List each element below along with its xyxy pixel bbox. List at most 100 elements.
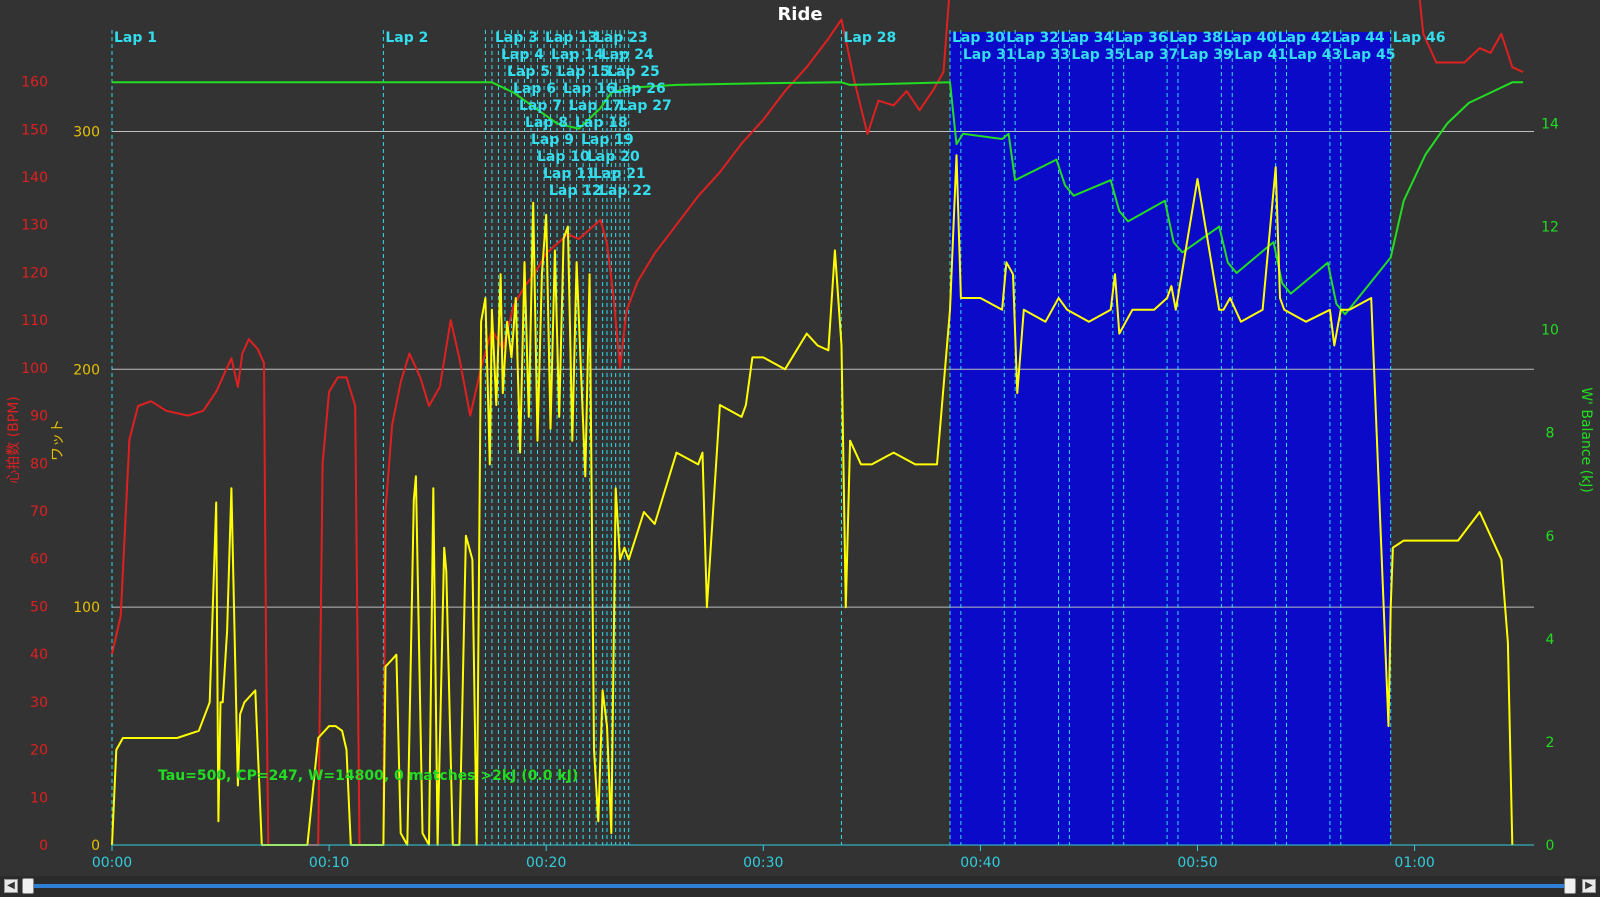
lap-label: Lap 25 bbox=[607, 64, 660, 80]
lap-label: Lap 36 bbox=[1115, 30, 1168, 46]
lap-label: Lap 39 bbox=[1180, 47, 1233, 63]
hr-tick-label: 160 bbox=[21, 75, 48, 91]
lap-label: Lap 43 bbox=[1289, 47, 1342, 63]
lap-label: Lap 7 bbox=[519, 98, 562, 114]
x-tick-label: 00:10 bbox=[309, 855, 349, 871]
lap-label: Lap 23 bbox=[595, 30, 648, 46]
hr-tick-label: 140 bbox=[21, 170, 48, 186]
power-tick-label: 100 bbox=[73, 600, 100, 616]
wbal-axis-label: W' Balance (kJ) bbox=[1578, 387, 1594, 493]
lap-label: Lap 22 bbox=[599, 183, 652, 199]
lap-label: Lap 14 bbox=[551, 47, 604, 63]
lap-label: Lap 34 bbox=[1061, 30, 1114, 46]
lap-label: Lap 44 bbox=[1332, 30, 1385, 46]
scroll-track[interactable] bbox=[28, 884, 1572, 888]
axes: 00:00 00:10 00:20 00:30 00:40 00:50 01:0001020… bbox=[21, 75, 1559, 871]
lap-label: Lap 1 bbox=[114, 30, 157, 46]
lap-label: Lap 8 bbox=[525, 115, 568, 131]
wbal-tick-label: 8 bbox=[1546, 426, 1555, 442]
series-line-power bbox=[111, 154, 1514, 846]
lap-label: Lap 19 bbox=[581, 132, 634, 148]
hr-axis-label: 心拍数 (BPM) bbox=[6, 396, 22, 484]
lap-label: Lap 45 bbox=[1343, 47, 1396, 63]
lap-label: Lap 37 bbox=[1126, 47, 1179, 63]
lap-label: Lap 30 bbox=[952, 30, 1005, 46]
lap-label: Lap 33 bbox=[1017, 47, 1070, 63]
lap-label: Lap 41 bbox=[1234, 47, 1287, 63]
power-tick-label: 0 bbox=[91, 838, 100, 854]
wbal-tick-label: 14 bbox=[1541, 117, 1559, 133]
lap-label: Lap 18 bbox=[575, 115, 628, 131]
lap-label: Lap 13 bbox=[545, 30, 598, 46]
x-tick-label: 00:30 bbox=[743, 855, 783, 871]
hr-tick-label: 40 bbox=[30, 647, 48, 663]
lap-label: Lap 38 bbox=[1169, 30, 1222, 46]
time-scrollbar[interactable]: ◀ ▶ bbox=[0, 876, 1600, 897]
hr-tick-label: 110 bbox=[21, 313, 48, 329]
hr-tick-label: 0 bbox=[39, 838, 48, 854]
hr-tick-label: 20 bbox=[30, 743, 48, 759]
lap-label: Lap 42 bbox=[1278, 30, 1331, 46]
series-lines bbox=[111, 0, 1524, 846]
chart-title: Ride bbox=[777, 4, 822, 25]
lap-label: Lap 24 bbox=[601, 47, 654, 63]
lap-label: Lap 9 bbox=[531, 132, 574, 148]
selected-interval-highlight[interactable] bbox=[950, 32, 1391, 845]
series-line-hr bbox=[111, 0, 1524, 846]
x-tick-label: 00:20 bbox=[526, 855, 566, 871]
wbal-tick-label: 10 bbox=[1541, 323, 1559, 339]
lap-label: Lap 20 bbox=[587, 149, 640, 165]
wbal-tick-label: 0 bbox=[1546, 838, 1555, 854]
lap-label: Lap 12 bbox=[549, 183, 602, 199]
hr-tick-label: 30 bbox=[30, 695, 48, 711]
x-tick-label: 00:40 bbox=[960, 855, 1000, 871]
lap-label: Lap 6 bbox=[513, 81, 556, 97]
wbal-annotation: Tau=500, CP=247, W=14800, 0 matches >2kJ… bbox=[158, 768, 578, 784]
hr-tick-label: 130 bbox=[21, 218, 48, 234]
lap-label: Lap 10 bbox=[537, 149, 590, 165]
lap-label: Lap 21 bbox=[593, 166, 646, 182]
lap-label: Lap 16 bbox=[563, 81, 616, 97]
hr-tick-label: 70 bbox=[30, 504, 48, 520]
grid-lines bbox=[112, 130, 1534, 608]
lap-label: Lap 27 bbox=[619, 98, 672, 114]
hr-tick-label: 10 bbox=[30, 790, 48, 806]
hr-tick-label: 50 bbox=[30, 599, 48, 615]
scroll-left-button[interactable]: ◀ bbox=[4, 879, 18, 893]
lap-label: Lap 11 bbox=[543, 166, 596, 182]
x-tick-label: 00:00 bbox=[92, 855, 132, 871]
hr-tick-label: 60 bbox=[30, 552, 48, 568]
lap-label: Lap 17 bbox=[569, 98, 622, 114]
power-tick-label: 200 bbox=[73, 362, 100, 378]
hr-tick-label: 80 bbox=[30, 456, 48, 472]
lap-label: Lap 15 bbox=[557, 64, 610, 80]
interval-highlight-rect[interactable] bbox=[950, 32, 1391, 845]
scroll-right-button[interactable]: ▶ bbox=[1582, 879, 1596, 893]
lap-lines bbox=[111, 30, 1392, 845]
lap-label: Lap 40 bbox=[1223, 30, 1276, 46]
wbal-tick-label: 4 bbox=[1546, 632, 1555, 648]
scroll-end-handle[interactable] bbox=[1564, 878, 1576, 894]
lap-label: Lap 35 bbox=[1071, 47, 1124, 63]
wbal-tick-label: 12 bbox=[1541, 220, 1559, 236]
hr-tick-label: 120 bbox=[21, 265, 48, 281]
scroll-start-handle[interactable] bbox=[22, 878, 34, 894]
series-line-wbal bbox=[112, 81, 1524, 316]
lap-label: Lap 26 bbox=[613, 81, 666, 97]
lap-label: Lap 28 bbox=[843, 30, 896, 46]
lap-label: Lap 32 bbox=[1006, 30, 1059, 46]
wbal-tick-label: 2 bbox=[1546, 735, 1555, 751]
lap-label: Lap 2 bbox=[385, 30, 428, 46]
hr-tick-label: 150 bbox=[21, 122, 48, 138]
power-tick-label: 300 bbox=[73, 124, 100, 140]
lap-label: Lap 4 bbox=[501, 47, 544, 63]
lap-label: Lap 5 bbox=[507, 64, 550, 80]
wbal-tick-label: 6 bbox=[1546, 529, 1555, 545]
x-tick-label: 01:00 bbox=[1394, 855, 1434, 871]
x-tick-label: 00:50 bbox=[1177, 855, 1217, 871]
hr-tick-label: 90 bbox=[30, 409, 48, 425]
lap-label: Lap 31 bbox=[963, 47, 1016, 63]
lap-label: Lap 3 bbox=[495, 30, 538, 46]
